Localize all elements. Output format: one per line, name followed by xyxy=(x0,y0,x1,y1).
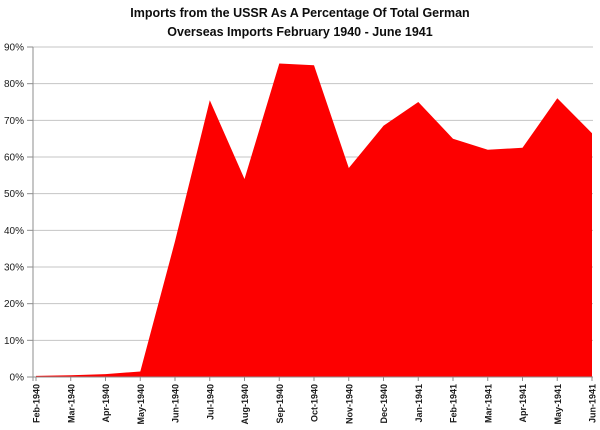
x-axis-label: Feb-1941 xyxy=(449,384,459,423)
y-axis-label: 80% xyxy=(4,79,24,90)
x-axis-label: May-1940 xyxy=(136,384,146,425)
y-axis-label: 0% xyxy=(10,373,25,384)
y-axis-label: 50% xyxy=(4,189,24,200)
x-axis-label: Jul-1940 xyxy=(205,384,215,420)
x-axis-label: Mar-1940 xyxy=(66,384,76,423)
x-axis-label: Jun-1940 xyxy=(171,384,181,423)
y-axis-label: 90% xyxy=(4,43,24,54)
x-axis-label: Aug-1940 xyxy=(240,384,250,425)
y-axis-label: 30% xyxy=(4,263,24,274)
x-axis-label: Jun-1941 xyxy=(588,384,598,423)
x-axis-label: Apr-1941 xyxy=(518,384,528,423)
x-axis-label: Feb-1940 xyxy=(32,384,42,423)
x-axis-label: Oct-1940 xyxy=(310,384,320,422)
chart-title: Imports from the USSR As A Percentage Of… xyxy=(0,4,600,42)
y-axis-label: 60% xyxy=(4,153,24,164)
y-axis-label: 10% xyxy=(4,336,24,347)
x-axis-label: Nov-1940 xyxy=(344,384,354,424)
x-axis-label: Dec-1940 xyxy=(379,384,389,424)
chart-title-line2: Overseas Imports February 1940 - June 19… xyxy=(167,25,433,39)
y-axis-label: 40% xyxy=(4,226,24,237)
x-axis-label: May-1941 xyxy=(553,384,563,425)
y-axis-label: 70% xyxy=(4,116,24,127)
chart-title-line1: Imports from the USSR As A Percentage Of… xyxy=(130,6,470,20)
x-axis-label: Jan-1941 xyxy=(414,384,424,423)
y-axis-label: 20% xyxy=(4,299,24,310)
x-axis-label: Sep-1940 xyxy=(275,384,285,424)
x-axis-label: Apr-1940 xyxy=(101,384,111,423)
x-axis-label: Mar-1941 xyxy=(483,384,493,423)
area-series xyxy=(36,63,592,377)
